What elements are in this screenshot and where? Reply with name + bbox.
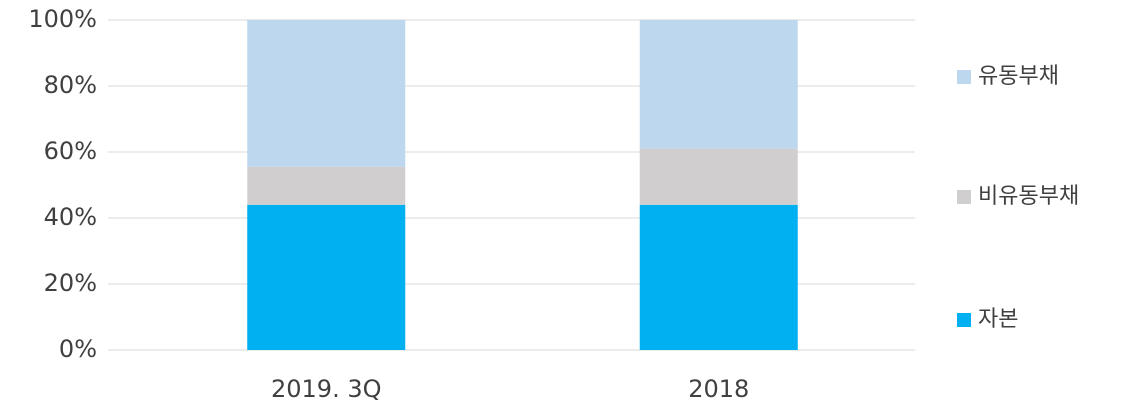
y-tick-label: 40%	[44, 203, 97, 231]
y-tick-label: 60%	[44, 137, 97, 165]
legend-label: 유동부채	[978, 64, 1059, 89]
bar-segment	[639, 204, 798, 350]
bar-segment	[639, 20, 798, 149]
y-tick-label: 0%	[59, 335, 97, 363]
legend-swatch	[957, 190, 971, 204]
y-tick-label: 20%	[44, 269, 97, 297]
y-tick-label: 100%	[28, 5, 97, 33]
bar-segment	[247, 166, 406, 205]
legend-label: 비유동부채	[978, 184, 1079, 209]
legend-swatch	[957, 70, 971, 84]
x-tick-label: 2018	[688, 375, 749, 403]
legend-swatch	[957, 313, 971, 327]
y-tick-label: 80%	[44, 71, 97, 99]
legend-label: 자본	[978, 307, 1018, 332]
bar-segment	[247, 204, 406, 350]
bar-segment	[639, 148, 798, 205]
x-tick-label: 2019. 3Q	[271, 375, 382, 403]
bar-segment	[247, 20, 406, 167]
